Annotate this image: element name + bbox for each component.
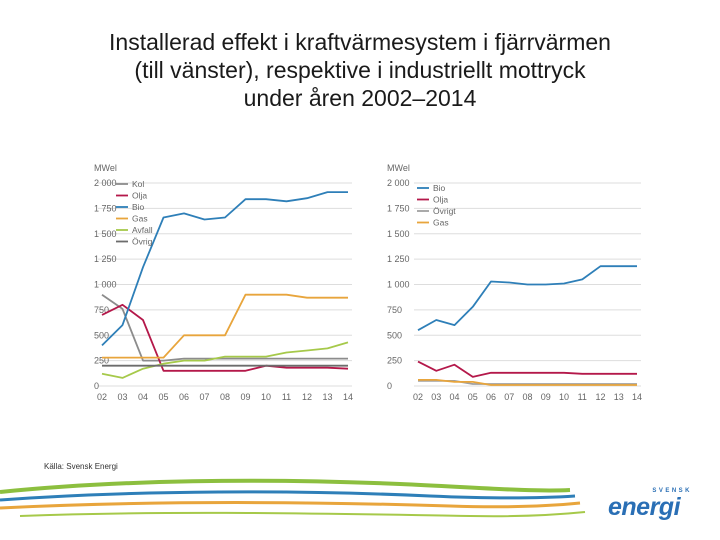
series-line-bio [101, 191, 348, 347]
x-tick-label: 03 [431, 392, 441, 402]
x-tick-label: 08 [220, 392, 230, 402]
left-chart-district-heating: MWel 0 250 500 750 1 000 1 250 1 500 1 750 2 000 0… [94, 163, 353, 402]
x-tick-label: 07 [199, 392, 209, 402]
y-tick-label: 1 500 [387, 229, 410, 239]
y-tick-label: 750 [94, 305, 109, 315]
x-tick-label: 06 [486, 392, 496, 402]
series-line-olja [417, 360, 637, 378]
x-tick-label: 14 [343, 392, 353, 402]
x-tick-label: 02 [97, 392, 107, 402]
legend-label: Olja [433, 195, 448, 205]
series-line-olja [101, 303, 349, 372]
legend-label: Övrig [132, 237, 153, 247]
x-tick-label: 04 [138, 392, 148, 402]
legend-label: Kol [132, 179, 144, 189]
y-axis-label: MWel [94, 163, 117, 173]
x-tick-label: 09 [541, 392, 551, 402]
y-tick-label: 1 000 [387, 280, 410, 290]
x-tick-label: 12 [595, 392, 605, 402]
series-line-bio [417, 265, 637, 331]
title-line-3: under åren 2002–2014 [243, 85, 477, 111]
y-tick-label: 250 [94, 356, 109, 366]
x-tick-label: 08 [522, 392, 532, 402]
x-tick-label: 11 [282, 392, 291, 402]
svensk-energi-logo: SVENSK energi [608, 488, 698, 520]
x-tick-label: 05 [468, 392, 478, 402]
decorative-swoosh [0, 478, 586, 518]
y-tick-label: 0 [94, 381, 99, 391]
x-tick-label: 13 [614, 392, 624, 402]
swoosh-orange [0, 501, 581, 510]
y-tick-label: 1 250 [94, 254, 117, 264]
y-tick-label: 1 000 [94, 280, 117, 290]
series-line-gas [102, 293, 348, 359]
right-chart-industrial-backpressure: MWel 0 250 500 750 1 000 1 250 1 500 1 750 2 000 0… [387, 163, 642, 402]
swoosh-green-2 [19, 511, 586, 518]
y-tick-label: 250 [387, 356, 402, 366]
legend-label: Övrigt [433, 206, 456, 216]
x-tick-label: 14 [632, 392, 642, 402]
x-tick-label: 06 [179, 392, 189, 402]
y-axis-label: MWel [387, 163, 410, 173]
y-tick-label: 1 250 [387, 254, 410, 264]
y-tick-label: 2 000 [94, 178, 117, 188]
x-tick-label: 05 [158, 392, 168, 402]
series-line-avfall [101, 341, 349, 379]
x-tick-label: 07 [504, 392, 514, 402]
x-tick-label: 10 [559, 392, 569, 402]
y-tick-label: 500 [94, 330, 109, 340]
legend-label: Avfall [132, 225, 153, 235]
legend-label: Bio [132, 202, 145, 212]
x-tick-label: 02 [413, 392, 423, 402]
y-tick-label: 1 750 [387, 203, 410, 213]
y-tick-label: 0 [387, 381, 392, 391]
y-tick-label: 1 500 [94, 229, 117, 239]
series-line-gas [418, 378, 637, 386]
x-tick-label: 12 [302, 392, 312, 402]
logo-top-text: SVENSK [652, 488, 692, 494]
source-note: Källa: Svensk Energi [44, 462, 118, 471]
x-tick-label: 11 [578, 392, 587, 402]
legend-label: Gas [132, 214, 148, 224]
legend-label: Olja [132, 191, 147, 201]
legend-label: Gas [433, 218, 449, 228]
swoosh-green [0, 478, 571, 494]
series-line-kol [101, 293, 348, 362]
x-tick-label: 13 [322, 392, 332, 402]
x-tick-label: 09 [240, 392, 250, 402]
y-tick-label: 750 [387, 305, 402, 315]
title-line-2: (till vänster), respektive i industriell… [134, 57, 586, 83]
chart-title: Installerad effekt i kraftvärmesystem i … [40, 28, 680, 112]
y-tick-label: 1 750 [94, 203, 117, 213]
series-line--vrigt [418, 379, 637, 385]
y-tick-label: 500 [387, 330, 402, 340]
x-tick-label: 10 [261, 392, 271, 402]
swoosh-blue [0, 490, 576, 502]
y-tick-label: 2 000 [387, 178, 410, 188]
x-tick-label: 03 [117, 392, 127, 402]
x-tick-label: 04 [449, 392, 459, 402]
title-line-1: Installerad effekt i kraftvärmesystem i … [109, 29, 611, 55]
logo-main-text: energi [608, 493, 681, 521]
legend-label: Bio [433, 183, 446, 193]
